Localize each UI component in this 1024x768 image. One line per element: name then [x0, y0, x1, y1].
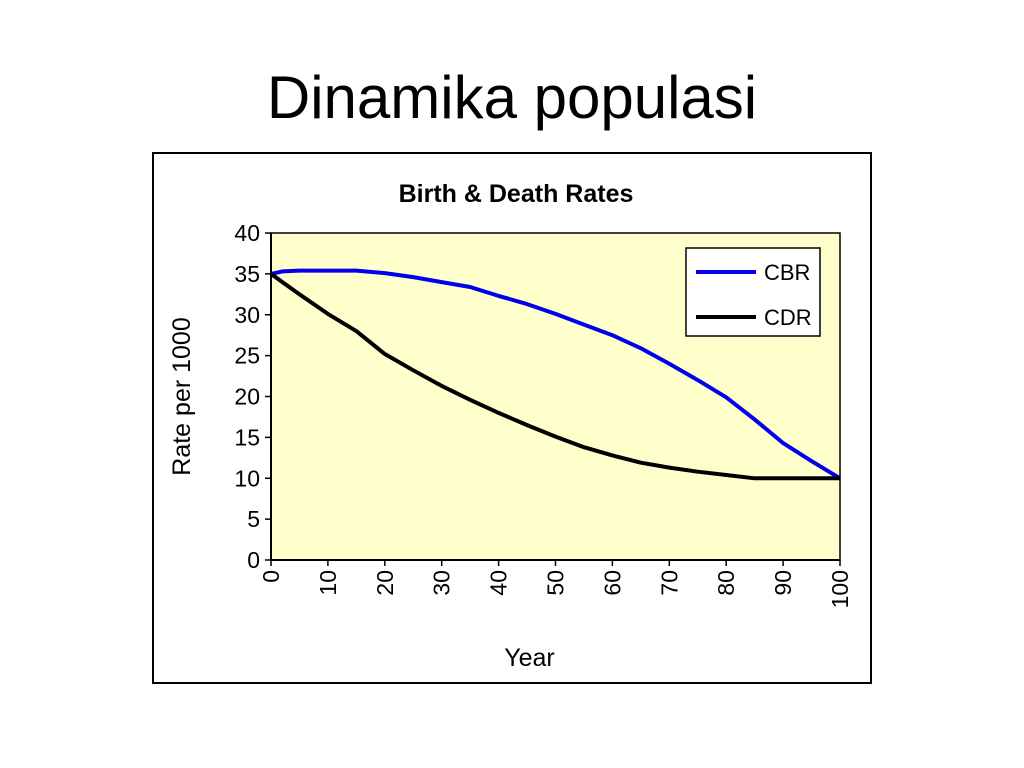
y-tick-label: 40	[234, 220, 260, 246]
x-tick-label: 10	[315, 570, 341, 596]
y-tick-label: 0	[247, 547, 260, 573]
series-line-cbr	[270, 268, 842, 481]
slide-title: Dinamika populasi	[266, 64, 758, 131]
legend-label-cbr: CBR	[764, 260, 810, 285]
x-tick-label: 70	[656, 570, 682, 596]
series-lines	[269, 268, 842, 481]
series-line-cdr	[269, 272, 840, 481]
x-tick-label: 60	[599, 570, 625, 596]
y-axis-ticks: 0 5 10 15 20 25 30 35 40	[234, 220, 271, 573]
x-tick-label: 20	[372, 570, 398, 596]
birth-death-chart: Birth & Death Rates 0 5 10 15 20 25 30 35 40 0 10…	[168, 180, 853, 672]
y-tick-label: 25	[234, 343, 260, 369]
y-tick-label: 20	[234, 384, 260, 410]
legend: CBR CDR	[685, 247, 821, 337]
y-tick-label: 15	[234, 424, 260, 450]
legend-box	[685, 247, 821, 337]
legend-label-cdr: CDR	[764, 305, 812, 330]
chart-title: Birth & Death Rates	[399, 180, 634, 208]
x-axis-ticks: 0 10 20 30 40 50 60 70 80 90 100	[258, 560, 853, 608]
y-tick-label: 30	[234, 302, 260, 328]
x-tick-label: 80	[713, 570, 739, 596]
x-axis-title: Year	[504, 644, 555, 672]
x-tick-label: 50	[543, 570, 569, 596]
y-tick-label: 10	[234, 465, 260, 491]
y-tick-label: 5	[247, 506, 260, 532]
y-axis-title: Rate per 1000	[168, 317, 196, 475]
y-tick-label: 35	[234, 261, 260, 287]
x-tick-label: 30	[429, 570, 455, 596]
chart-frame: Birth & Death Rates 0 5 10 15 20 25 30 35 40 0 10…	[152, 152, 872, 684]
x-tick-label: 100	[827, 570, 853, 608]
x-tick-label: 90	[770, 570, 796, 596]
x-tick-label: 40	[486, 570, 512, 596]
x-tick-label: 0	[258, 570, 284, 583]
